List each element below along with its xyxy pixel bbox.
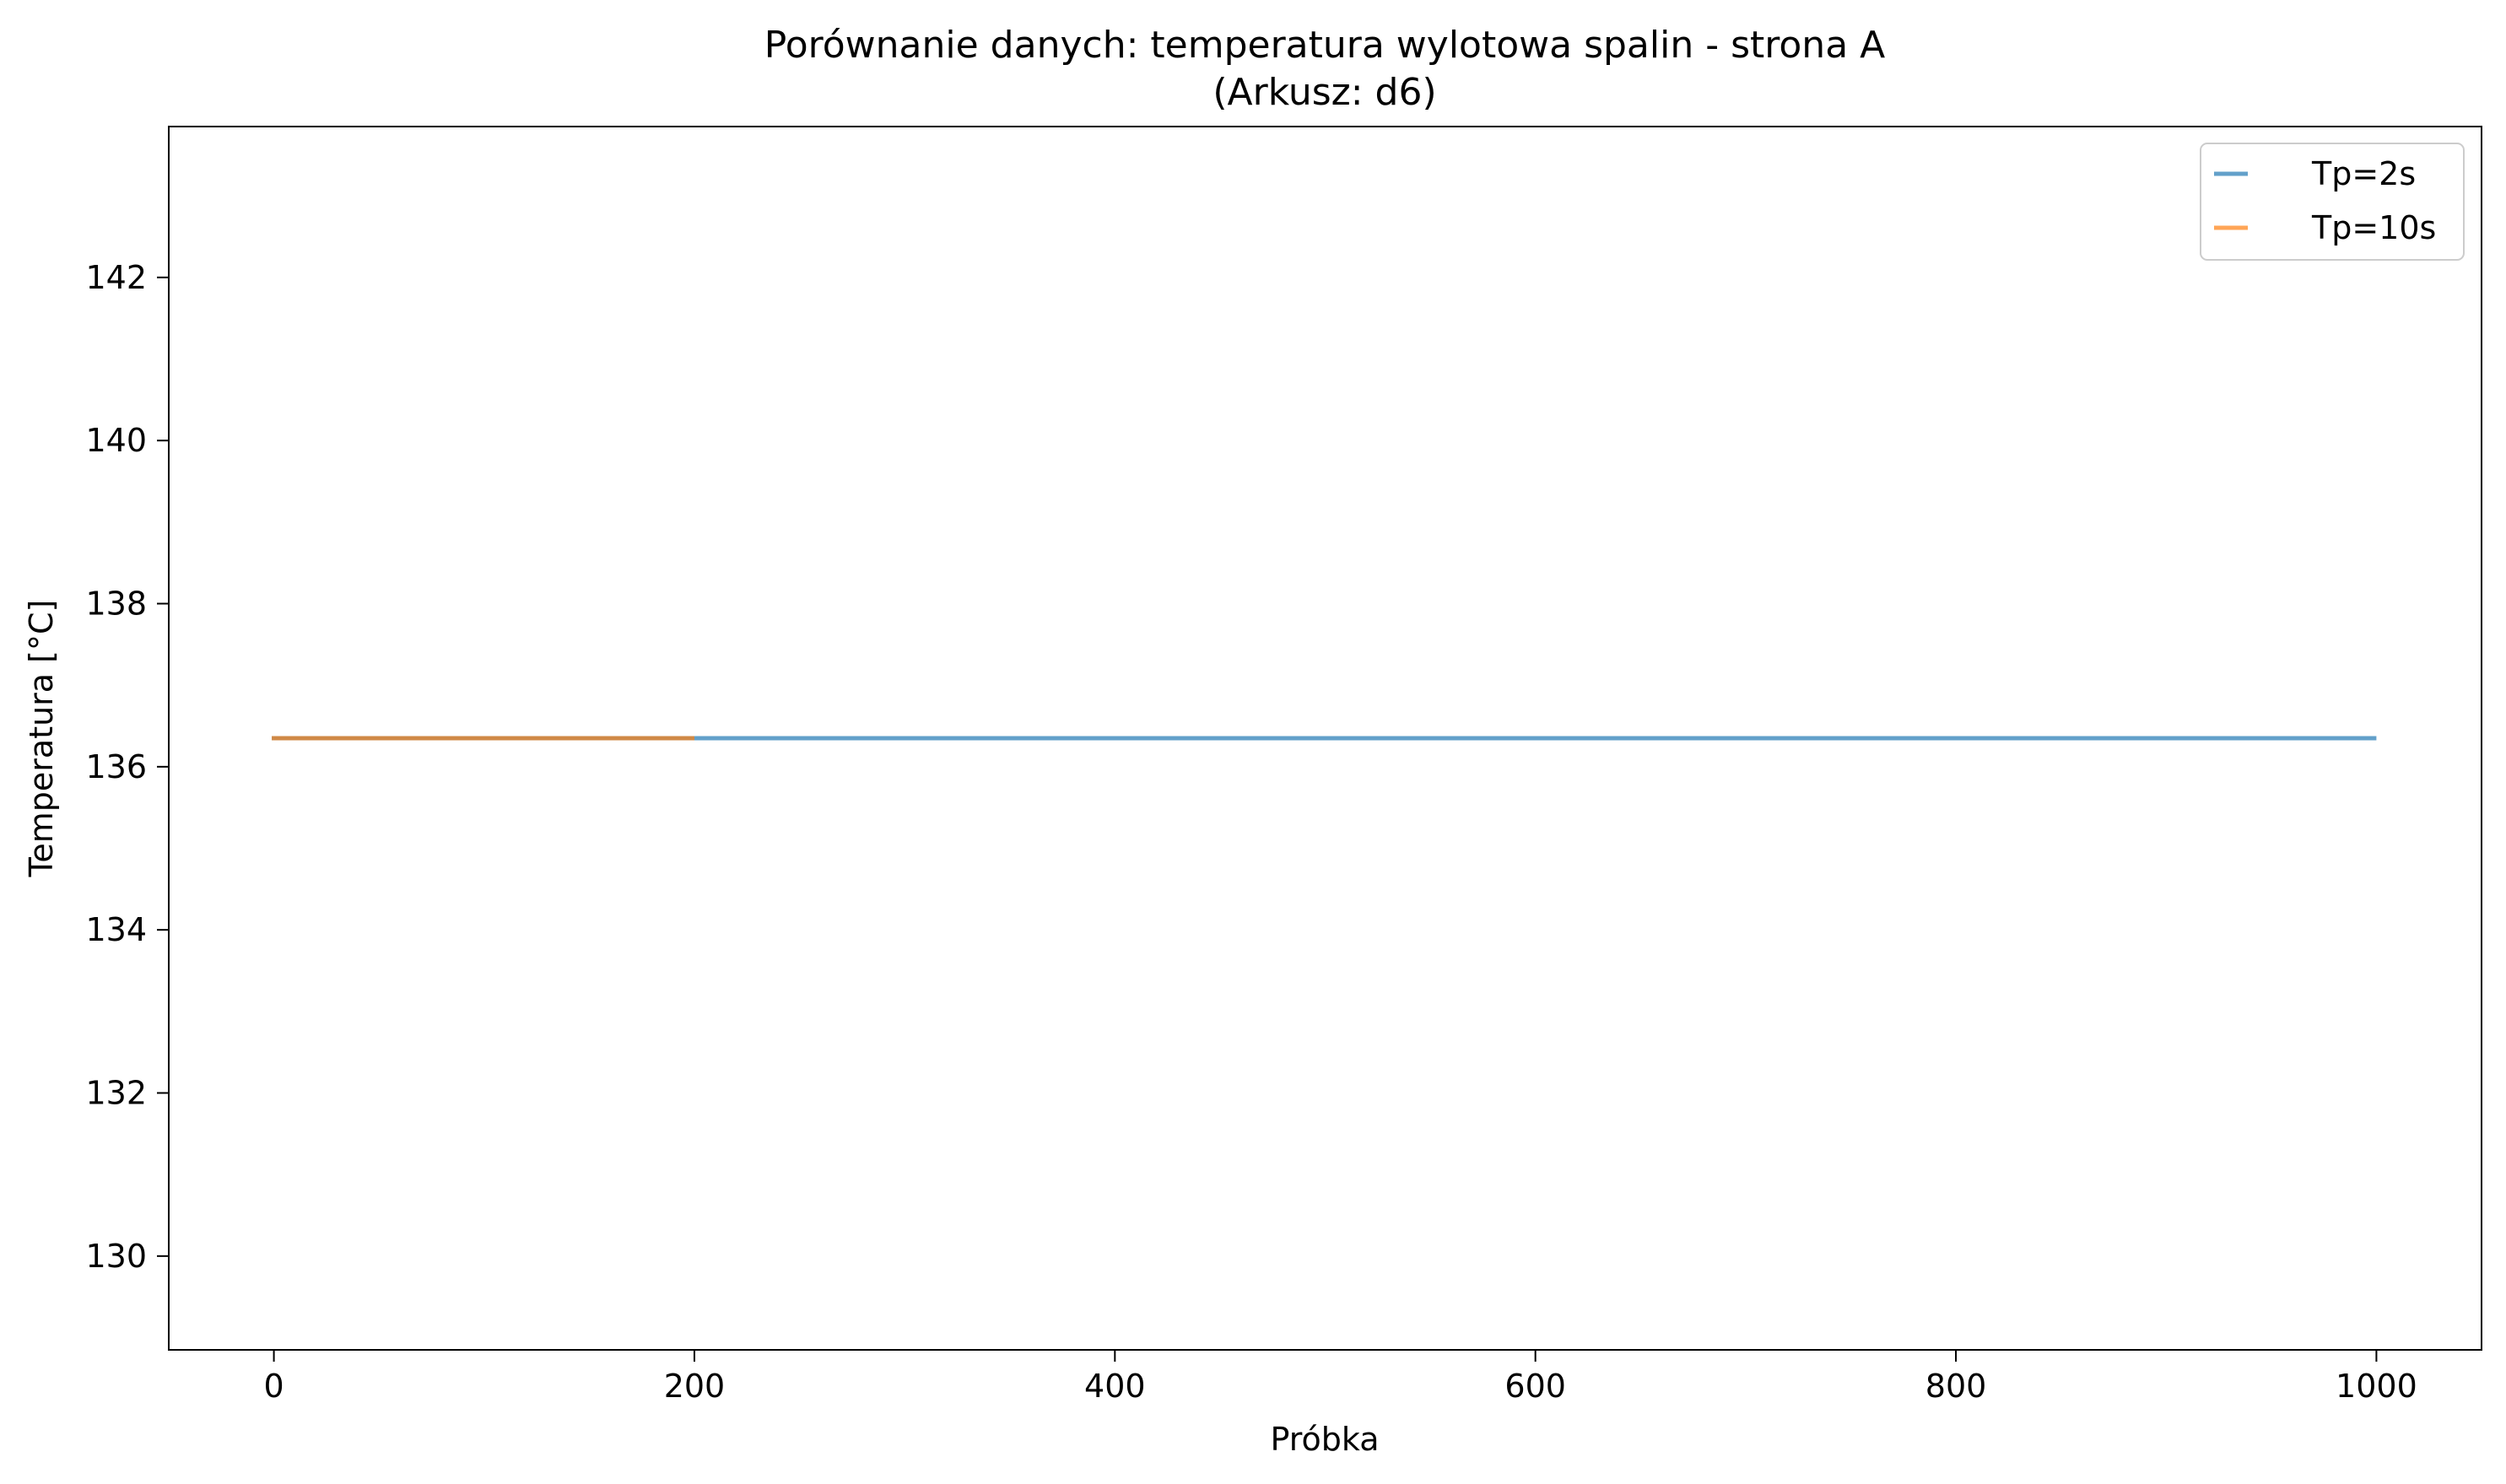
plot-frame (168, 126, 2482, 1351)
legend: Tp=2s Tp=10s (2200, 143, 2465, 261)
y-tick-label: 130 (85, 1238, 147, 1275)
x-tick-label: 800 (1925, 1368, 1987, 1405)
legend-box (2200, 143, 2465, 261)
x-tick-label: 0 (263, 1368, 284, 1405)
chart-subtitle: (Arkusz: d6) (1212, 71, 1436, 114)
x-tick-label: 400 (1084, 1368, 1146, 1405)
x-tick-label: 1000 (2336, 1368, 2417, 1405)
y-tick-label: 132 (85, 1075, 147, 1112)
x-axis-label: Próbka (1270, 1421, 1379, 1458)
y-tick-label: 142 (85, 259, 147, 296)
y-axis: 130 132 134 136 138 140 142 (85, 259, 169, 1275)
legend-label: Tp=10s (2311, 209, 2436, 246)
y-tick-label: 138 (85, 586, 147, 623)
x-tick-label: 600 (1504, 1368, 1566, 1405)
legend-label: Tp=2s (2311, 155, 2416, 192)
y-tick-label: 140 (85, 422, 147, 459)
y-tick-label: 136 (85, 748, 147, 785)
chart-title: Porównanie danych: temperatura wylotowa … (764, 24, 1886, 67)
y-axis-label: Temperatura [°C] (23, 600, 60, 878)
x-axis: 0 200 400 600 800 1000 (263, 1350, 2417, 1405)
x-tick-label: 200 (664, 1368, 726, 1405)
y-tick-label: 134 (85, 911, 147, 948)
